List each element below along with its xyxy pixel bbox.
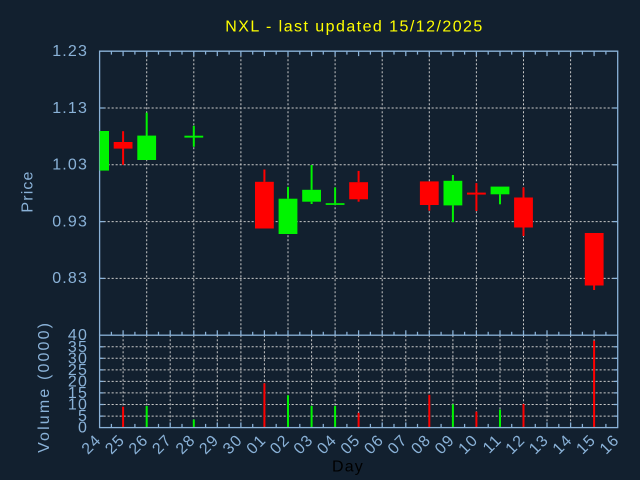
svg-text:Volume (0000): Volume (0000) <box>36 321 53 453</box>
svg-text:10: 10 <box>68 397 88 414</box>
svg-text:20: 20 <box>68 373 88 390</box>
svg-text:35: 35 <box>68 339 88 356</box>
svg-text:NXL - last updated 15/12/2025: NXL - last updated 15/12/2025 <box>225 19 484 36</box>
svg-text:0: 0 <box>78 420 88 437</box>
svg-text:40: 40 <box>68 327 88 344</box>
svg-text:15: 15 <box>68 385 88 402</box>
svg-text:0.83: 0.83 <box>52 270 88 287</box>
svg-text:1.13: 1.13 <box>52 100 88 117</box>
svg-text:1.23: 1.23 <box>52 43 88 60</box>
svg-text:30: 30 <box>68 350 88 367</box>
svg-text:Price: Price <box>19 170 36 212</box>
svg-text:5: 5 <box>78 408 88 425</box>
svg-text:Day: Day <box>332 459 364 476</box>
svg-text:0.93: 0.93 <box>52 213 88 230</box>
svg-text:25: 25 <box>68 362 88 379</box>
svg-text:1.03: 1.03 <box>52 157 88 174</box>
